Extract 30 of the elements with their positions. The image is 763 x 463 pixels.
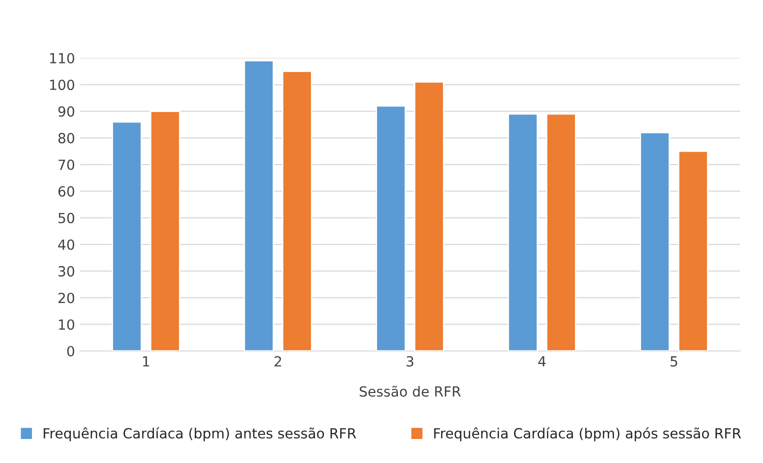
legend-label: Frequência Cardíaca (bpm) antes sessão RFR xyxy=(44,427,356,442)
y-tick-label: 110 xyxy=(50,52,74,64)
legend-label: Frequência Cardíaca (bpm) após sessão RFR xyxy=(434,427,742,442)
bar xyxy=(414,81,444,351)
x-tick-label: 2 xyxy=(274,356,282,366)
y-tick-label: 20 xyxy=(58,292,74,304)
y-tick-label: 40 xyxy=(58,239,74,250)
y-tick-label: 100 xyxy=(50,80,74,90)
y-tick-label: 90 xyxy=(58,106,74,117)
x-tick-label: 1 xyxy=(143,356,150,366)
bar xyxy=(546,113,576,351)
y-tick-label: 0 xyxy=(67,346,74,356)
bar xyxy=(150,110,180,351)
x-tick-label: 4 xyxy=(538,356,546,366)
x-tick-label: 5 xyxy=(670,356,678,367)
y-tick-label: 70 xyxy=(58,160,74,170)
y-tick-label: 80 xyxy=(58,132,74,144)
y-tick-label: 30 xyxy=(58,266,74,277)
y-tick-label: 50 xyxy=(58,212,74,224)
y-tick-label: 60 xyxy=(58,186,74,197)
x-axis-title: Sessão de RFR xyxy=(360,386,461,397)
bar xyxy=(112,121,142,351)
bar xyxy=(244,60,274,351)
bar xyxy=(640,132,670,351)
bar xyxy=(508,113,538,351)
bar xyxy=(376,105,406,351)
bar xyxy=(282,70,312,351)
y-tick-label: 10 xyxy=(58,319,74,330)
x-tick-label: 3 xyxy=(406,356,414,367)
bar xyxy=(678,150,708,351)
